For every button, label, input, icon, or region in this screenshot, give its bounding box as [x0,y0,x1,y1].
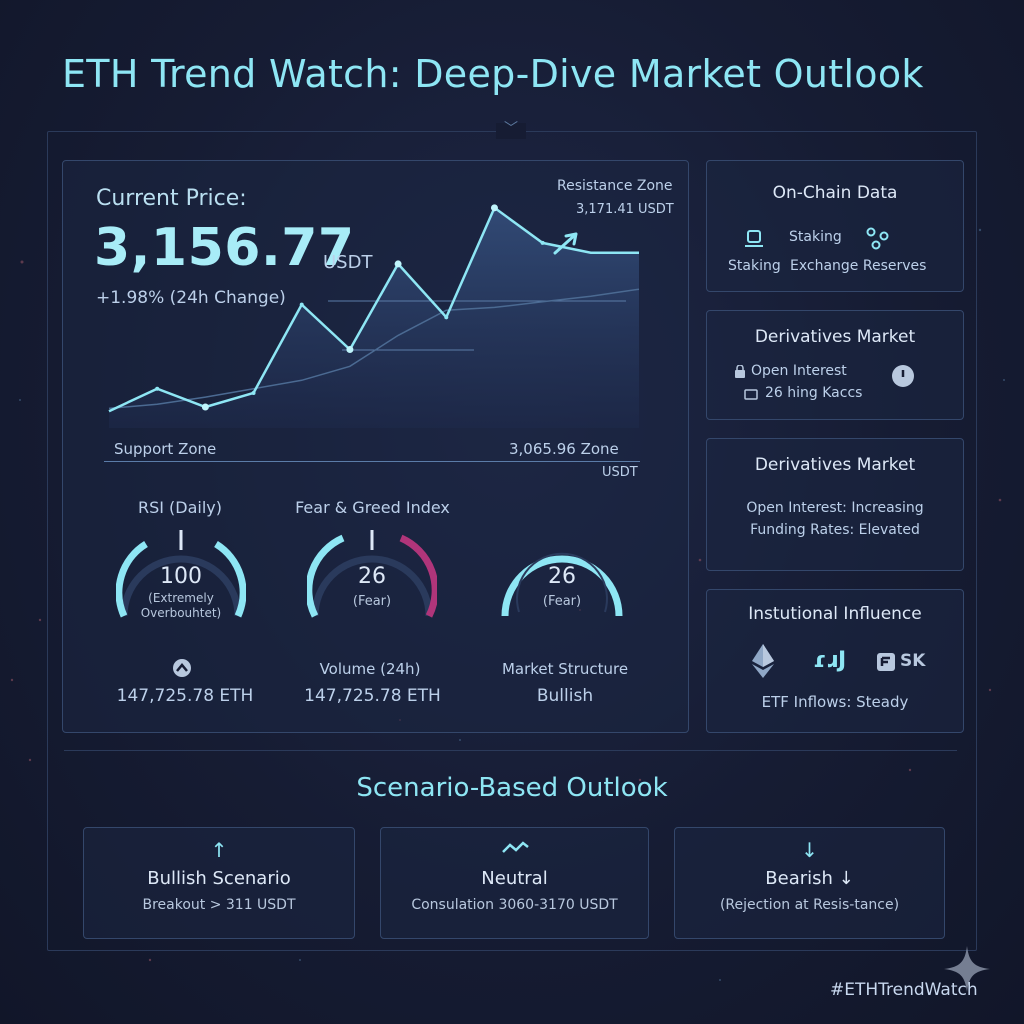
price-point [155,386,160,391]
rsi-sub1: (Extremely [148,591,214,605]
fear-greed-value: 26 [358,564,386,589]
structure-value: Bullish [536,686,594,706]
price-unit: USDT [323,252,373,273]
institution-logo-3-icon [877,653,895,671]
ethereum-logo-icon [752,644,774,678]
info-icon[interactable] [891,364,915,388]
open-interest-label: Open Interest [751,363,847,379]
fear-greed-label: Fear & Greed Index [295,498,450,517]
third-gauge [501,552,623,617]
arrow-down-icon: ↓ [801,838,818,862]
eth-value: 147,725.78 ETH [116,686,254,706]
bearish-title: Bearish ↓ [765,868,854,889]
onchain-panel [706,160,964,292]
volume-value: 147,725.78 ETH [304,686,441,706]
resistance-label: Resistance Zone [557,178,673,194]
price-point [540,240,545,245]
bullish-title: Bullish Scenario [147,868,291,889]
bullish-sub: Breakout > 311 USDT [142,897,296,913]
institutional-panel [706,589,964,733]
price-value: 3,156.77 [94,218,355,278]
bearish-scenario-card[interactable]: ↓ Bearish ↓ (Rejection at Resis-tance) [674,827,945,939]
wave-icon [381,838,648,862]
support-value: 3,065.96 Zone [509,440,619,458]
price-point [346,345,354,353]
third-gauge-value: 26 [548,564,576,589]
staking-label: Staking [728,258,781,274]
price-point [299,302,304,307]
support-label: Support Zone [114,440,217,458]
price-point [490,204,498,212]
wallet-icon [744,389,758,400]
derivatives1-title: Derivatives Market [754,327,916,347]
derivatives-panel-1 [706,310,964,420]
etf-inflows: ETF Inflows: Steady [761,693,909,711]
price-point [201,403,209,411]
up-arrow-icon [553,232,578,255]
institutional-title: Instutional Influence [748,604,922,624]
current-price-label: Current Price: [96,186,247,211]
bearish-sub: (Rejection at Resis-tance) [719,897,900,913]
price-point [444,315,449,320]
fear-greed-gauge [307,530,437,618]
volume-label: Volume (24h) [319,660,421,678]
neutral-scenario-card[interactable]: Neutral Consulation 3060-3170 USDT [380,827,649,939]
reserves-label: Exchange Reserves [790,258,927,274]
outlook-title: Scenario-Based Outlook [356,773,668,803]
price-chart [108,204,640,428]
rsi-gauge [116,530,246,618]
staking-icon [745,230,763,247]
resistance-value: 3,171.41 USDT [576,202,674,217]
rsi-value: 100 [160,564,202,589]
derivatives2-line1: Open Interest: Increasing [746,500,924,516]
institution-logo-2: ɾɹJ [813,648,847,673]
lock-icon [735,365,745,378]
bullish-scenario-card[interactable]: ↑ Bullish Scenario Breakout > 311 USDT [83,827,355,939]
derivatives-panel-2 [706,438,964,571]
price-area [109,207,639,428]
support-unit: USDT [602,465,638,480]
hashtag: #ETHTrendWatch [830,980,978,1000]
rsi-label: RSI (Daily) [137,498,223,517]
derivatives2-title: Derivatives Market [754,455,916,475]
chevron-down-icon[interactable]: ﹀ [496,122,526,139]
market-cap-icon [173,659,191,677]
sparkle-icon [944,946,990,992]
fear-greed-sub: (Fear) [352,594,392,609]
institution-logo-3: SK [900,651,926,671]
page-title: ETH Trend Watch: Deep-Dive Market Outloo… [62,52,924,96]
support-line [104,461,640,462]
third-gauge-sub: (Fear) [542,594,582,609]
derivatives1-garbled: 26 hing Kaccs [765,385,863,401]
price-point [251,390,256,395]
ma-series-line [108,288,640,410]
onchain-title: On-Chain Data [772,183,898,203]
derivatives2-line2: Funding Rates: Elevated [750,522,920,538]
neutral-title: Neutral [481,868,548,889]
rsi-sub2: Overbouhtet) [140,606,222,620]
exchange-icon [866,227,889,250]
section-divider [64,750,957,751]
staking-top-label: Staking [789,229,842,245]
price-series-line [108,205,639,413]
neutral-sub: Consulation 3060-3170 USDT [411,897,618,913]
price-change: +1.98% (24h Change) [96,288,286,308]
structure-label: Market Structure [501,660,629,678]
price-point [394,260,402,268]
arrow-up-icon: ↑ [210,838,228,862]
